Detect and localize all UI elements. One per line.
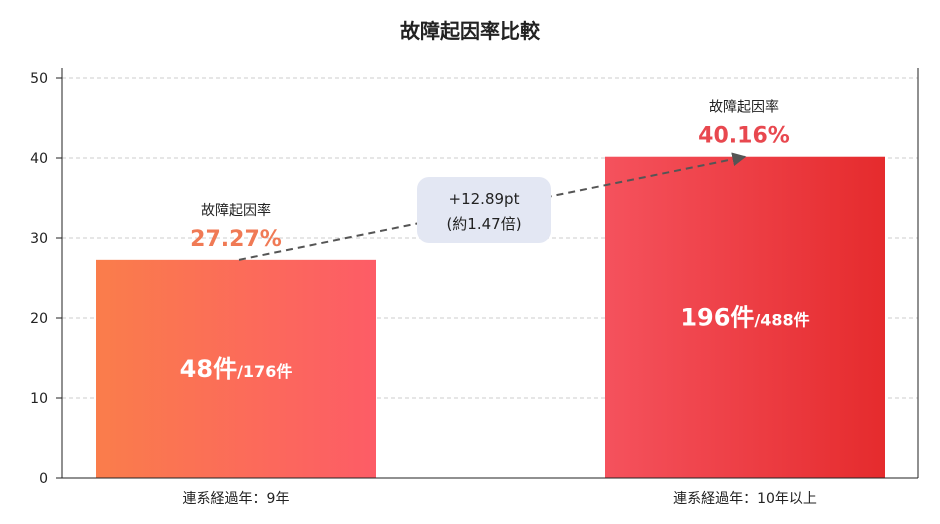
rate-value-label-2: 40.16%: [698, 124, 790, 149]
rate-label-2: 故障起因率: [709, 99, 779, 116]
bar-count-total-2: /488件: [754, 310, 809, 329]
y-tick-label-30: 30: [30, 231, 48, 247]
bar-count-total-1: /176件: [237, 362, 292, 381]
y-axis-ticks: 0 10 20 30 40 50: [30, 71, 62, 487]
difference-badge: +12.89pt (約1.47倍): [417, 177, 551, 243]
bar-2: [605, 156, 885, 478]
y-tick-label-50: 50: [30, 71, 48, 87]
bar-count-main-1: 48件: [180, 355, 237, 383]
difference-badge-box: [417, 177, 551, 243]
chart-title: 故障起因率比較: [400, 19, 541, 43]
rate-value-label-1: 27.27%: [190, 227, 282, 252]
y-tick-label-20: 20: [30, 311, 48, 327]
difference-ratio: (約1.47倍): [446, 215, 521, 233]
y-tick-label-10: 10: [30, 391, 48, 407]
rate-label-1: 故障起因率: [201, 202, 271, 219]
bar-count-label-2: 196件/488件: [680, 303, 809, 331]
x-category-label-1: 連系経過年：9年: [183, 491, 290, 507]
y-tick-label-0: 0: [39, 471, 48, 487]
difference-points: +12.89pt: [449, 190, 520, 208]
bar-1: [96, 259, 376, 478]
bar-count-main-2: 196件: [680, 303, 754, 331]
bars: [96, 156, 885, 478]
x-category-label-2: 連系経過年：10年以上: [673, 491, 817, 507]
bar-labels: 連系経過年：9年故障起因率27.27%48件/176件連系経過年：10年以上故障…: [180, 99, 817, 507]
bar-count-label-1: 48件/176件: [180, 355, 293, 383]
y-tick-label-40: 40: [30, 151, 48, 167]
